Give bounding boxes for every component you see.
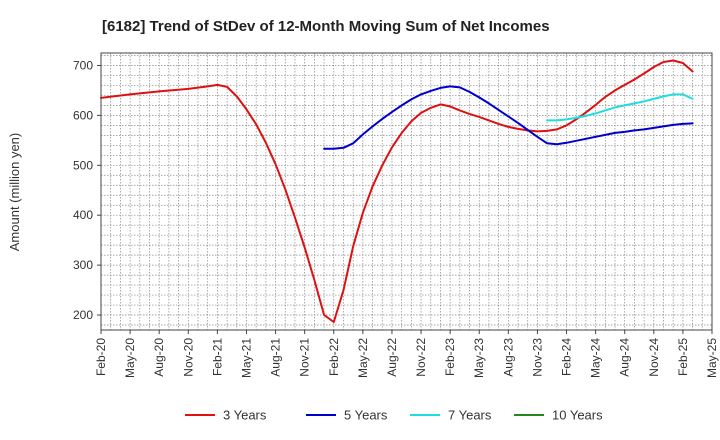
legend-label-10-years: 10 Years [552, 408, 603, 423]
x-tick-label: Feb-24 [560, 338, 574, 376]
x-tick-label: May-21 [239, 338, 253, 378]
series-line-7-years [546, 93, 694, 122]
y-tick-label: 500 [73, 158, 93, 172]
x-tick-label: May-20 [123, 338, 137, 378]
x-tick-labels: Feb-20 May-20 Aug-20 Nov-20 Feb-21 May-21 Aug-… [94, 330, 719, 378]
x-tick-label: Feb-22 [327, 338, 341, 376]
x-tick-label: Nov-20 [181, 338, 195, 377]
x-tick-label: Aug-24 [618, 338, 632, 377]
legend-label-5-years: 5 Years [344, 408, 388, 423]
x-tick-label: Aug-23 [501, 338, 515, 377]
y-tick-label: 600 [73, 108, 93, 122]
x-tick-label: May-22 [356, 338, 370, 378]
legend-label-3-years: 3 Years [223, 408, 267, 423]
y-tick-label: 400 [73, 208, 93, 222]
x-tick-label: Feb-23 [443, 338, 457, 376]
y-axis-label: Amount (million yen) [7, 133, 22, 252]
grid [100, 53, 713, 330]
y-tick-label: 200 [73, 308, 93, 322]
legend-label-7-years: 7 Years [448, 408, 492, 423]
y-tick-label: 700 [73, 58, 93, 72]
y-tick-label: 300 [73, 258, 93, 272]
x-tick-label: Nov-22 [414, 338, 428, 377]
x-tick-label: Aug-22 [385, 338, 399, 377]
y-tick-labels: 200 300 400 500 600 700 [73, 58, 101, 322]
x-tick-label: May-24 [589, 338, 603, 378]
x-tick-label: Nov-23 [530, 338, 544, 377]
plot-area [100, 52, 713, 331]
x-tick-label: Nov-21 [298, 338, 312, 377]
x-tick-label: Feb-20 [94, 338, 108, 376]
x-tick-label: Nov-24 [647, 338, 661, 377]
x-tick-label: May-23 [472, 338, 486, 378]
series-line-5-years [323, 85, 694, 150]
x-tick-label: Aug-21 [269, 338, 283, 377]
series-lines [100, 59, 694, 323]
chart-title: [6182] Trend of StDev of 12-Month Moving… [102, 18, 550, 35]
x-tick-label: Aug-20 [152, 338, 166, 377]
x-tick-label: May-25 [705, 338, 719, 378]
legend: 3 Years 5 Years 7 Years 10 Years [185, 408, 603, 423]
series-line-3-years [100, 59, 694, 323]
x-tick-label: Feb-21 [210, 338, 224, 376]
x-tick-label: Feb-25 [676, 338, 690, 376]
